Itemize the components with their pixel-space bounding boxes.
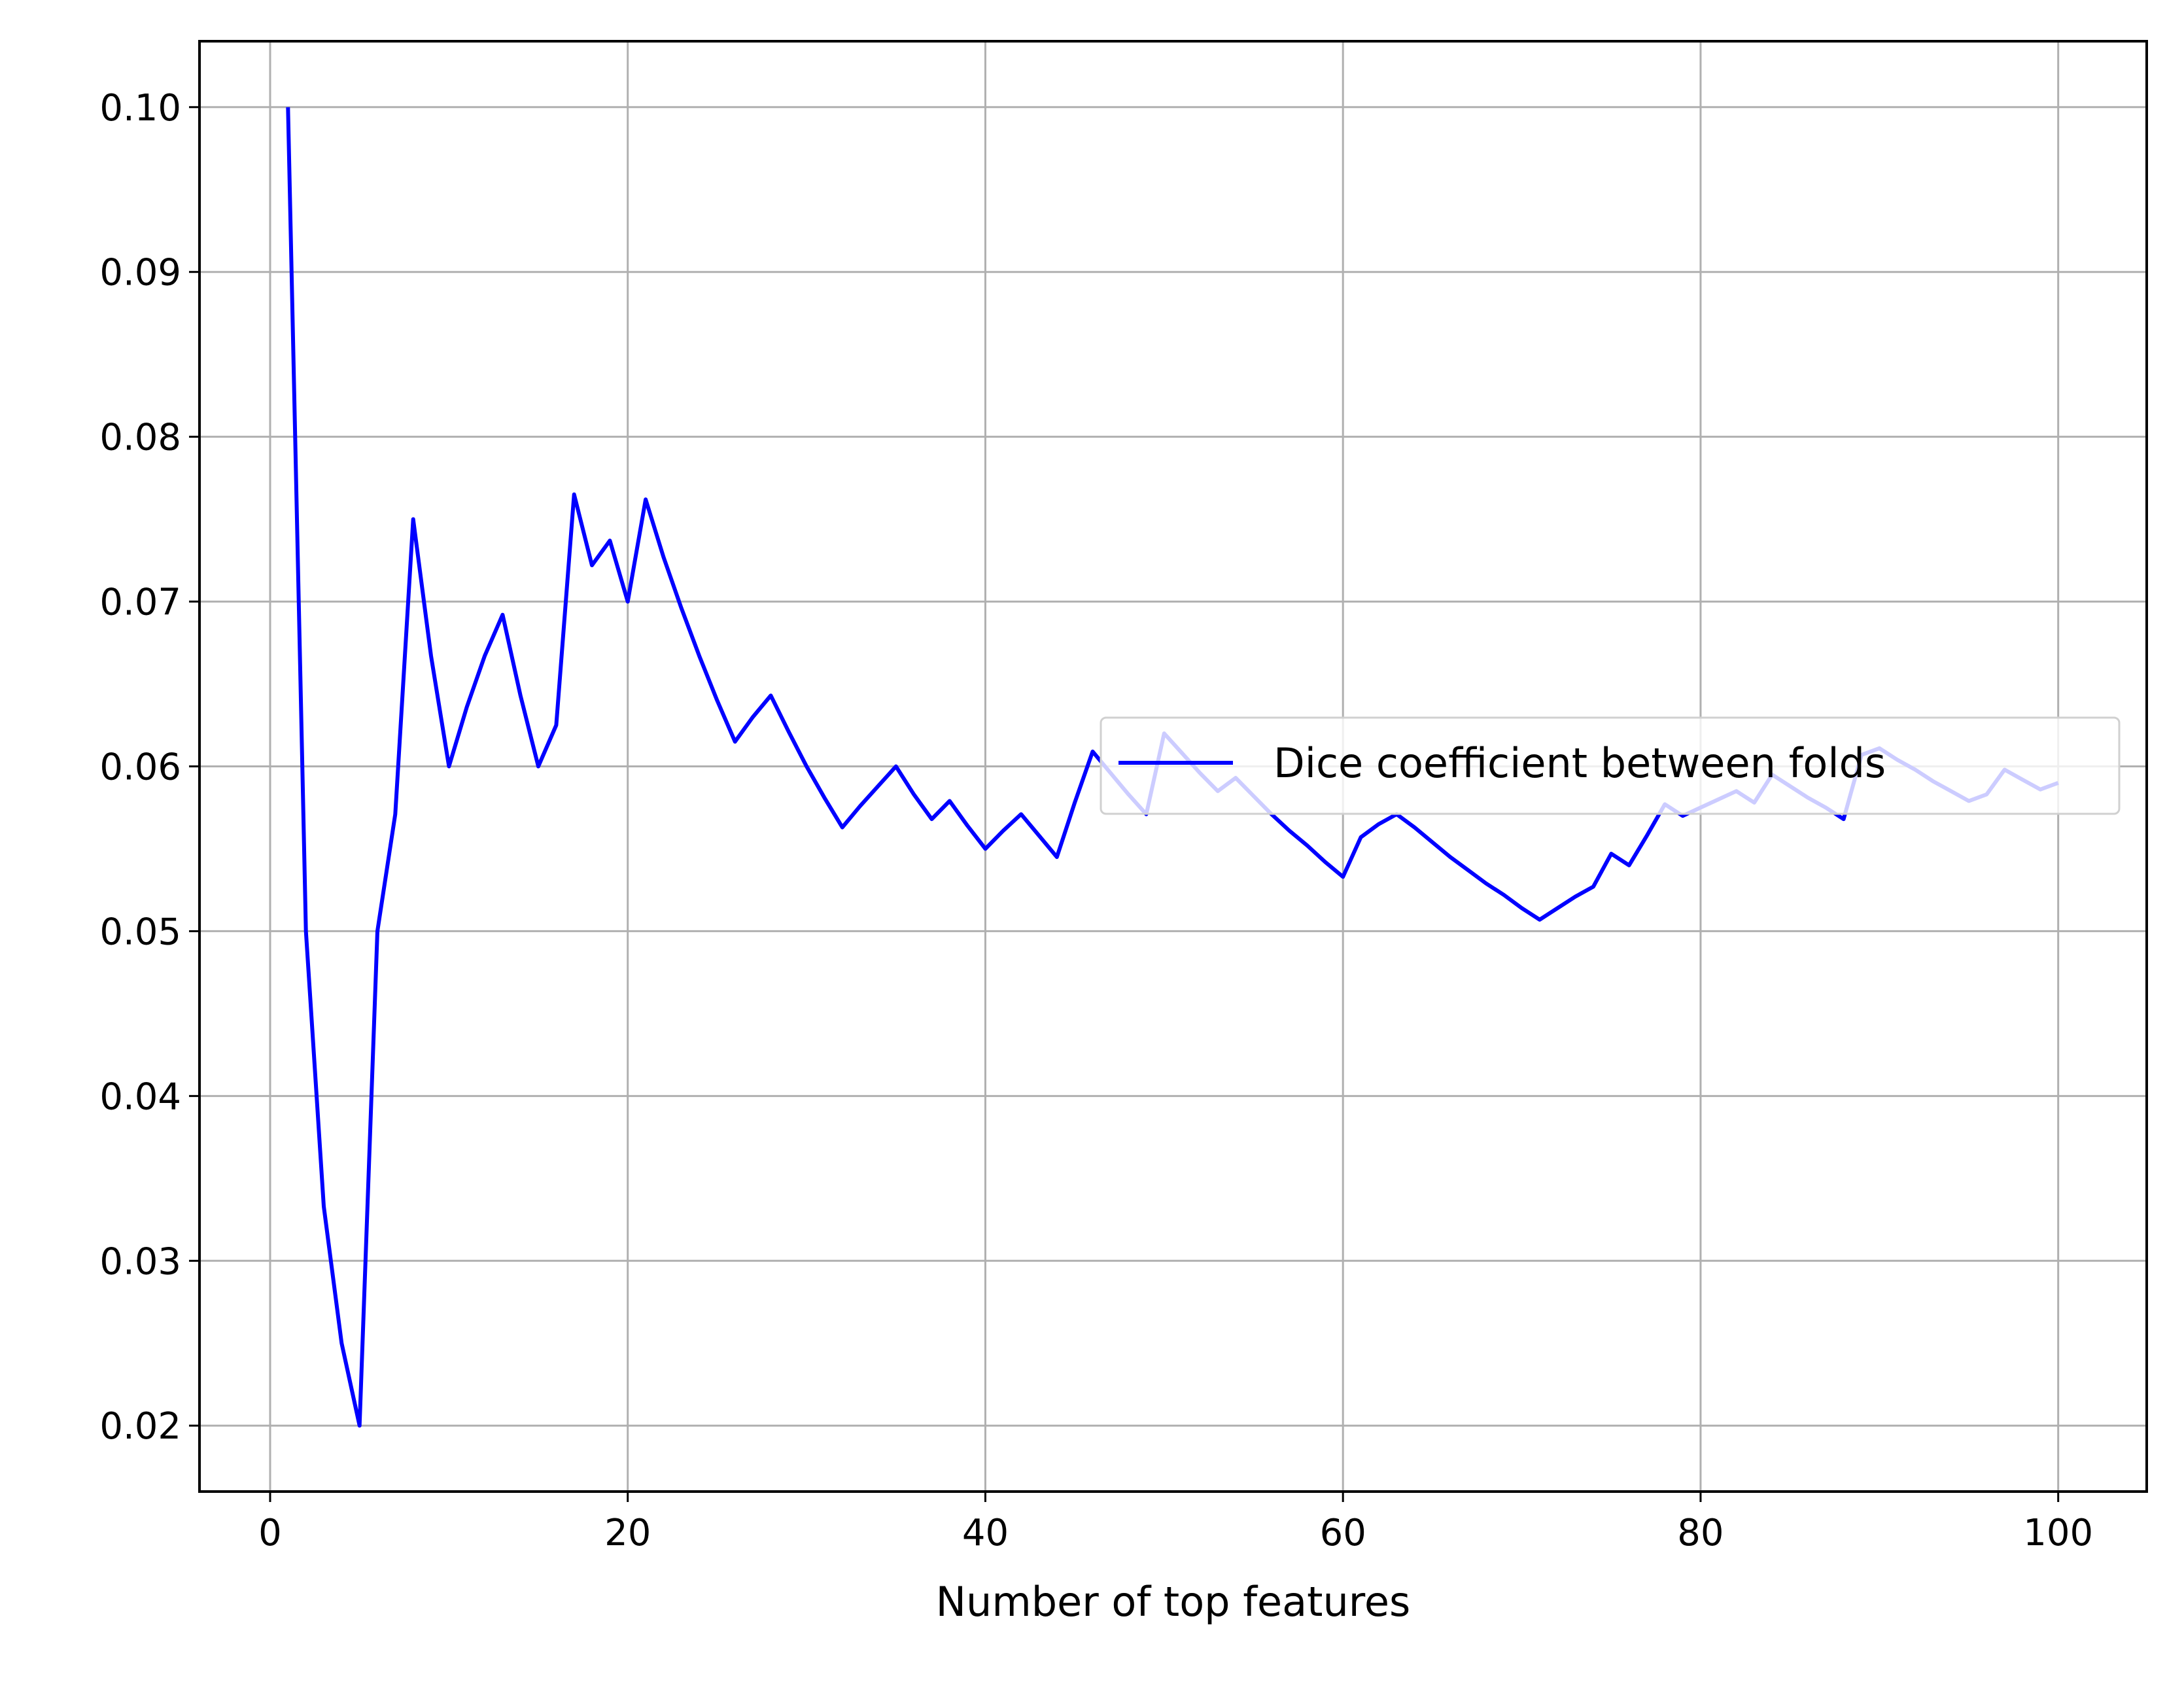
y-tick-label: 0.08 <box>99 417 181 459</box>
y-tick-label: 0.03 <box>99 1240 181 1283</box>
x-tick-label: 80 <box>1677 1512 1724 1554</box>
y-tick-label: 0.07 <box>99 582 181 624</box>
legend: Dice coefficient between folds <box>1100 716 2121 815</box>
x-tick-label: 100 <box>2023 1512 2093 1554</box>
x-tick-label: 0 <box>258 1512 282 1554</box>
y-tick-label: 0.10 <box>99 87 181 130</box>
y-tick-label: 0.04 <box>99 1075 181 1118</box>
legend-label: Dice coefficient between folds <box>1274 739 1886 787</box>
axis-ticks: 0 20 40 60 80 100 0.02 0.03 0.04 0.05 0.06 0.07 0.08… <box>99 87 2093 1554</box>
y-tick-label: 0.02 <box>99 1405 181 1448</box>
x-axis-label: Number of top features <box>936 1578 1411 1626</box>
y-tick-label: 0.05 <box>99 911 181 953</box>
x-tick-label: 40 <box>962 1512 1009 1554</box>
legend-box <box>1100 716 2121 815</box>
x-tick-label: 20 <box>604 1512 651 1554</box>
y-tick-label: 0.09 <box>99 252 181 294</box>
x-tick-label: 60 <box>1320 1512 1366 1554</box>
y-tick-label: 0.06 <box>99 746 181 789</box>
